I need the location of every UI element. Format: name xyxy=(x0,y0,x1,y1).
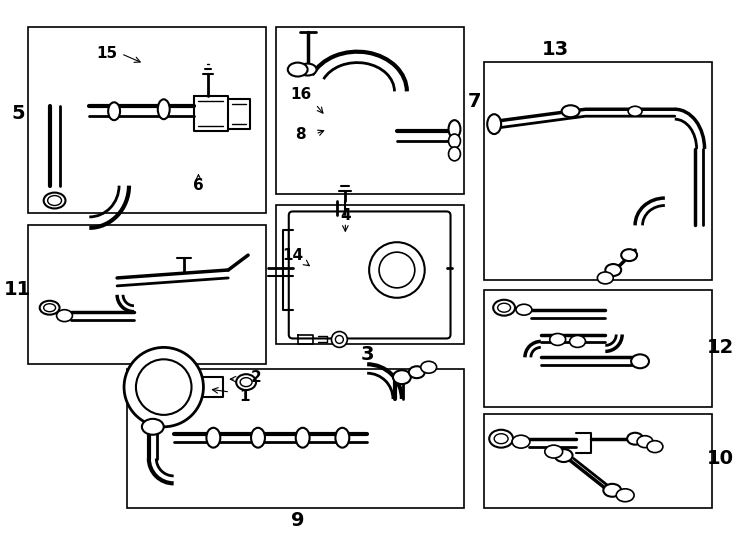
Ellipse shape xyxy=(498,303,511,312)
Ellipse shape xyxy=(494,434,508,444)
Ellipse shape xyxy=(617,489,634,502)
Ellipse shape xyxy=(57,310,73,322)
Ellipse shape xyxy=(43,303,56,312)
Bar xyxy=(28,225,266,364)
Ellipse shape xyxy=(43,193,65,208)
Ellipse shape xyxy=(448,134,460,148)
Ellipse shape xyxy=(142,419,164,435)
Text: 10: 10 xyxy=(707,449,734,468)
Text: 12: 12 xyxy=(707,338,734,357)
Ellipse shape xyxy=(570,335,586,347)
Text: 14: 14 xyxy=(282,248,303,262)
Ellipse shape xyxy=(545,445,563,458)
Ellipse shape xyxy=(631,354,649,368)
Ellipse shape xyxy=(335,428,349,448)
Text: 3: 3 xyxy=(360,345,374,364)
Ellipse shape xyxy=(393,370,411,384)
Ellipse shape xyxy=(487,114,501,134)
Ellipse shape xyxy=(236,374,256,390)
Bar xyxy=(484,290,713,407)
Ellipse shape xyxy=(108,102,120,120)
Circle shape xyxy=(136,359,192,415)
Text: 6: 6 xyxy=(193,178,204,193)
Text: 13: 13 xyxy=(542,40,570,59)
Ellipse shape xyxy=(562,105,580,117)
Ellipse shape xyxy=(603,484,621,497)
Ellipse shape xyxy=(637,436,653,448)
Ellipse shape xyxy=(621,249,637,261)
Text: 1: 1 xyxy=(239,388,250,403)
Text: 2: 2 xyxy=(250,370,261,384)
Circle shape xyxy=(369,242,425,298)
Ellipse shape xyxy=(296,428,310,448)
Ellipse shape xyxy=(493,300,515,316)
Ellipse shape xyxy=(48,195,62,206)
Ellipse shape xyxy=(409,366,425,378)
Ellipse shape xyxy=(550,334,566,346)
Ellipse shape xyxy=(597,272,614,284)
Ellipse shape xyxy=(448,120,460,138)
Circle shape xyxy=(379,252,415,288)
Text: 9: 9 xyxy=(291,510,305,530)
Ellipse shape xyxy=(555,449,573,462)
Ellipse shape xyxy=(299,64,316,76)
Ellipse shape xyxy=(628,106,642,116)
Text: 4: 4 xyxy=(340,208,351,223)
Ellipse shape xyxy=(158,99,170,119)
Text: 5: 5 xyxy=(11,104,25,123)
Text: 8: 8 xyxy=(295,126,306,141)
Ellipse shape xyxy=(516,304,532,315)
Text: 7: 7 xyxy=(468,92,481,111)
Ellipse shape xyxy=(627,433,643,444)
FancyBboxPatch shape xyxy=(288,212,451,339)
Ellipse shape xyxy=(448,147,460,161)
Ellipse shape xyxy=(335,335,344,343)
Ellipse shape xyxy=(332,332,347,347)
Bar xyxy=(276,206,465,345)
Text: 15: 15 xyxy=(97,46,117,61)
Ellipse shape xyxy=(647,441,663,453)
Ellipse shape xyxy=(606,264,621,276)
Ellipse shape xyxy=(206,428,220,448)
Ellipse shape xyxy=(512,435,530,448)
Ellipse shape xyxy=(251,428,265,448)
Text: 16: 16 xyxy=(290,87,311,102)
Bar xyxy=(127,369,465,508)
Bar xyxy=(28,27,266,213)
Ellipse shape xyxy=(490,430,513,448)
Bar xyxy=(276,27,465,194)
Ellipse shape xyxy=(240,377,252,387)
Bar xyxy=(484,62,713,280)
Circle shape xyxy=(124,347,203,427)
Ellipse shape xyxy=(40,301,59,315)
Ellipse shape xyxy=(288,63,308,77)
Ellipse shape xyxy=(421,361,437,373)
Bar xyxy=(484,414,713,508)
Text: 11: 11 xyxy=(4,280,32,299)
